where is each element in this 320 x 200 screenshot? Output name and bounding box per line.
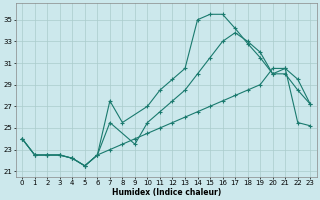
X-axis label: Humidex (Indice chaleur): Humidex (Indice chaleur): [112, 188, 221, 197]
